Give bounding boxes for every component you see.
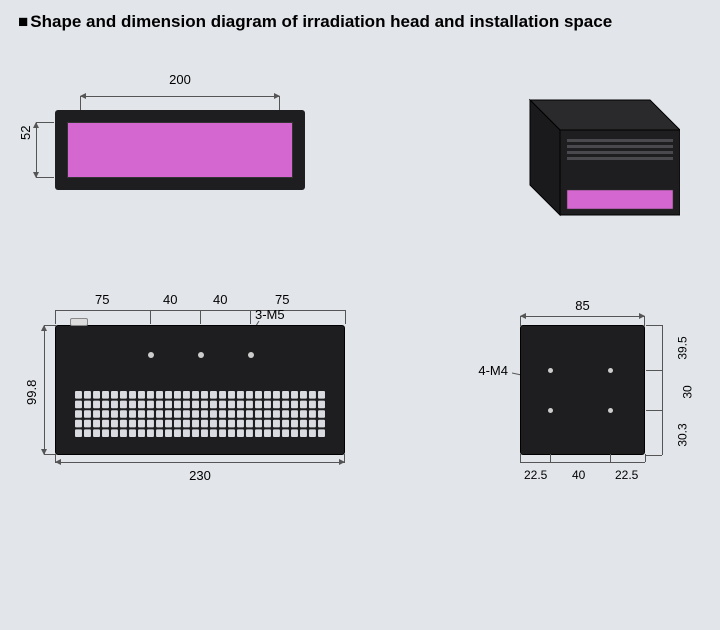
vent-grille [74, 390, 326, 438]
dim-side-width: 230 [55, 468, 345, 483]
dim-end-width: 85 [520, 298, 645, 313]
diagram-title: Shape and dimension diagram of irradiati… [18, 12, 612, 32]
mount-hole [608, 408, 613, 413]
screw-label-3m5: 3-M5 [255, 307, 285, 322]
mount-hole [608, 368, 613, 373]
mount-hole [548, 408, 553, 413]
end-view [520, 325, 645, 455]
dim-40-3: 40 [572, 468, 585, 482]
dim-225-2: 22.5 [615, 468, 638, 482]
dim-front-height-line [30, 122, 54, 178]
side-top-dimensions: 75 40 40 75 [55, 292, 345, 324]
dim-303: 30.3 [675, 423, 689, 446]
dim-40-1: 40 [163, 292, 177, 307]
uv-window [67, 122, 293, 178]
mount-hole [148, 352, 154, 358]
dim-side-height-line [38, 325, 54, 455]
dim-225-1: 22.5 [524, 468, 547, 482]
dim-75-1: 75 [95, 292, 109, 307]
side-view [55, 325, 345, 455]
end-right-dimensions: 39.5 30 30.3 [646, 325, 690, 455]
connector-port [70, 318, 88, 326]
dim-side-height: 99.8 [24, 380, 39, 405]
dim-40-2: 40 [213, 292, 227, 307]
front-view [55, 110, 305, 190]
dim-30: 30 [680, 385, 694, 398]
dim-front-width: 200 [80, 72, 280, 87]
dim-75-2: 75 [275, 292, 289, 307]
mount-hole [548, 368, 553, 373]
screw-label-4m4: 4-M4 [478, 363, 508, 378]
dim-395: 39.5 [675, 336, 689, 359]
mount-hole [248, 352, 254, 358]
isometric-view [505, 95, 680, 225]
end-bottom-dimensions: 22.5 40 22.5 [520, 468, 645, 488]
mount-hole [198, 352, 204, 358]
